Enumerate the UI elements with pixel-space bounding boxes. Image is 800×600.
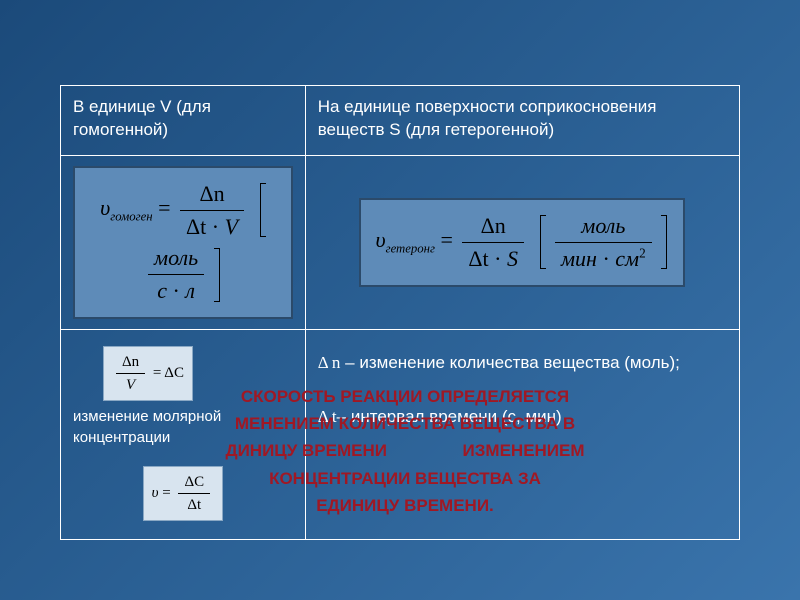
formula-cell-left: υгомоген = Δn Δt · V моль с · л <box>61 156 306 330</box>
delta-t-sym: Δ t <box>318 407 337 426</box>
header-left: В единице V (для гомогенной) <box>61 86 306 156</box>
small-formula-1: Δn V = ΔC <box>103 346 193 402</box>
main-table: В единице V (для гомогенной) На единице … <box>60 85 740 540</box>
small-caption: изменение молярной концентрации <box>73 407 293 448</box>
formula-homogen: υгомоген = Δn Δt · V моль с · л <box>73 166 293 319</box>
formula-heterog: υгетеронг = Δn Δt · S моль мин · см2 <box>359 198 685 286</box>
small-formula-2: υ = ΔC Δt <box>143 466 224 522</box>
bottom-left-cell: Δn V = ΔC изменение молярной концентраци… <box>61 329 306 539</box>
formula-row: υгомоген = Δn Δt · V моль с · л υгетерон… <box>61 156 740 330</box>
bottom-right-cell: Δ n – изменение количества вещества (мол… <box>305 329 739 539</box>
formula-cell-right: υгетеронг = Δn Δt · S моль мин · см2 <box>305 156 739 330</box>
delta-n-sym: Δ n <box>318 353 341 372</box>
header-row: В единице V (для гомогенной) На единице … <box>61 86 740 156</box>
delta-n-text: – изменение количества вещества (моль); <box>340 353 679 372</box>
delta-t-text: – интервал времени (с, мин) <box>337 407 562 426</box>
bottom-row: Δn V = ΔC изменение молярной концентраци… <box>61 329 740 539</box>
header-right: На единице поверхности соприкосновения в… <box>305 86 739 156</box>
